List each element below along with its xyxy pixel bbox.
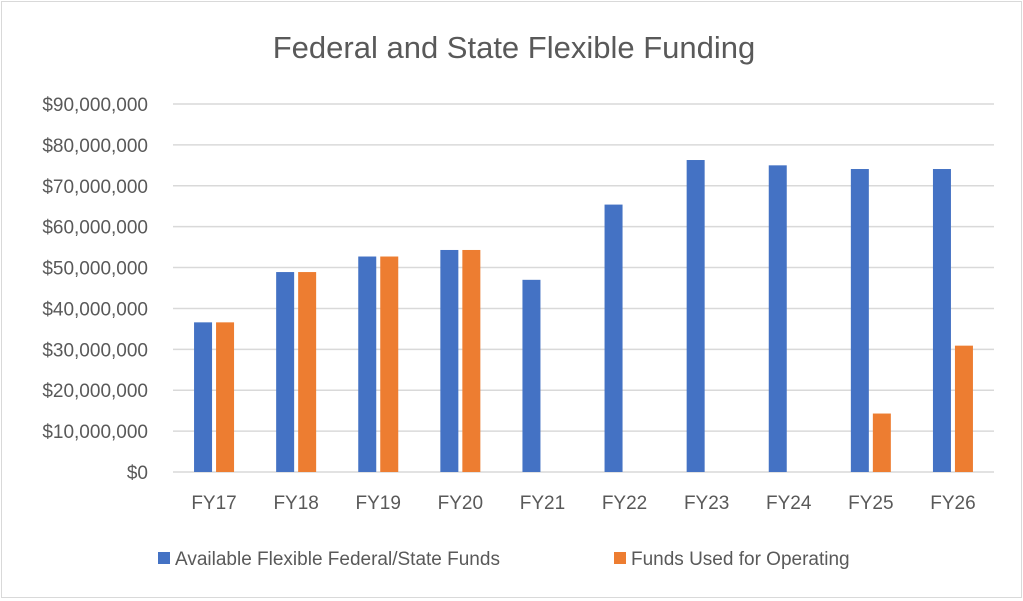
x-tick-label: FY21	[520, 493, 565, 514]
bar-fy26-series-1	[932, 169, 951, 472]
bar-fy20-series-2	[462, 249, 481, 472]
bar-fy19-series-1	[358, 256, 377, 472]
bar-fy17-series-1	[194, 322, 213, 472]
bar-fy26-series-2	[954, 345, 973, 472]
y-tick-label: $10,000,000	[42, 422, 148, 443]
bar-fy20-series-1	[440, 249, 459, 472]
legend-swatch	[614, 552, 626, 564]
bar-fy22-series-1	[604, 204, 623, 472]
x-tick-label: FY25	[848, 493, 893, 514]
y-tick-label: $70,000,000	[42, 177, 148, 198]
legend-swatch	[158, 552, 170, 564]
y-tick-label: $30,000,000	[42, 340, 148, 361]
bar-fy25-series-1	[850, 169, 869, 472]
y-tick-label: $20,000,000	[42, 381, 148, 402]
y-tick-label: $0	[127, 463, 148, 484]
x-tick-label: FY18	[273, 493, 318, 514]
y-tick-label: $50,000,000	[42, 259, 148, 280]
y-tick-label: $60,000,000	[42, 218, 148, 239]
y-tick-label: $40,000,000	[42, 299, 148, 320]
y-tick-label: $90,000,000	[42, 95, 148, 116]
y-tick-label: $80,000,000	[42, 136, 148, 157]
bar-fy17-series-2	[216, 322, 235, 472]
x-tick-label: FY23	[684, 493, 729, 514]
bar-fy25-series-2	[872, 413, 891, 472]
legend-label: Available Flexible Federal/State Funds	[175, 549, 500, 570]
x-tick-label: FY22	[602, 493, 647, 514]
bar-fy18-series-2	[298, 272, 317, 472]
chart-title: Federal and State Flexible Funding	[273, 30, 756, 65]
x-tick-label: FY19	[356, 493, 401, 514]
bar-fy23-series-1	[686, 160, 705, 473]
x-tick-label: FY20	[438, 493, 483, 514]
bar-fy19-series-2	[380, 256, 399, 472]
x-tick-label: FY24	[766, 493, 812, 514]
legend-label: Funds Used for Operating	[631, 549, 850, 570]
x-tick-label: FY17	[191, 493, 236, 514]
bar-fy18-series-1	[276, 272, 295, 472]
bar-fy24-series-1	[768, 165, 787, 473]
x-tick-label: FY26	[930, 493, 975, 514]
bar-fy21-series-1	[522, 279, 541, 472]
